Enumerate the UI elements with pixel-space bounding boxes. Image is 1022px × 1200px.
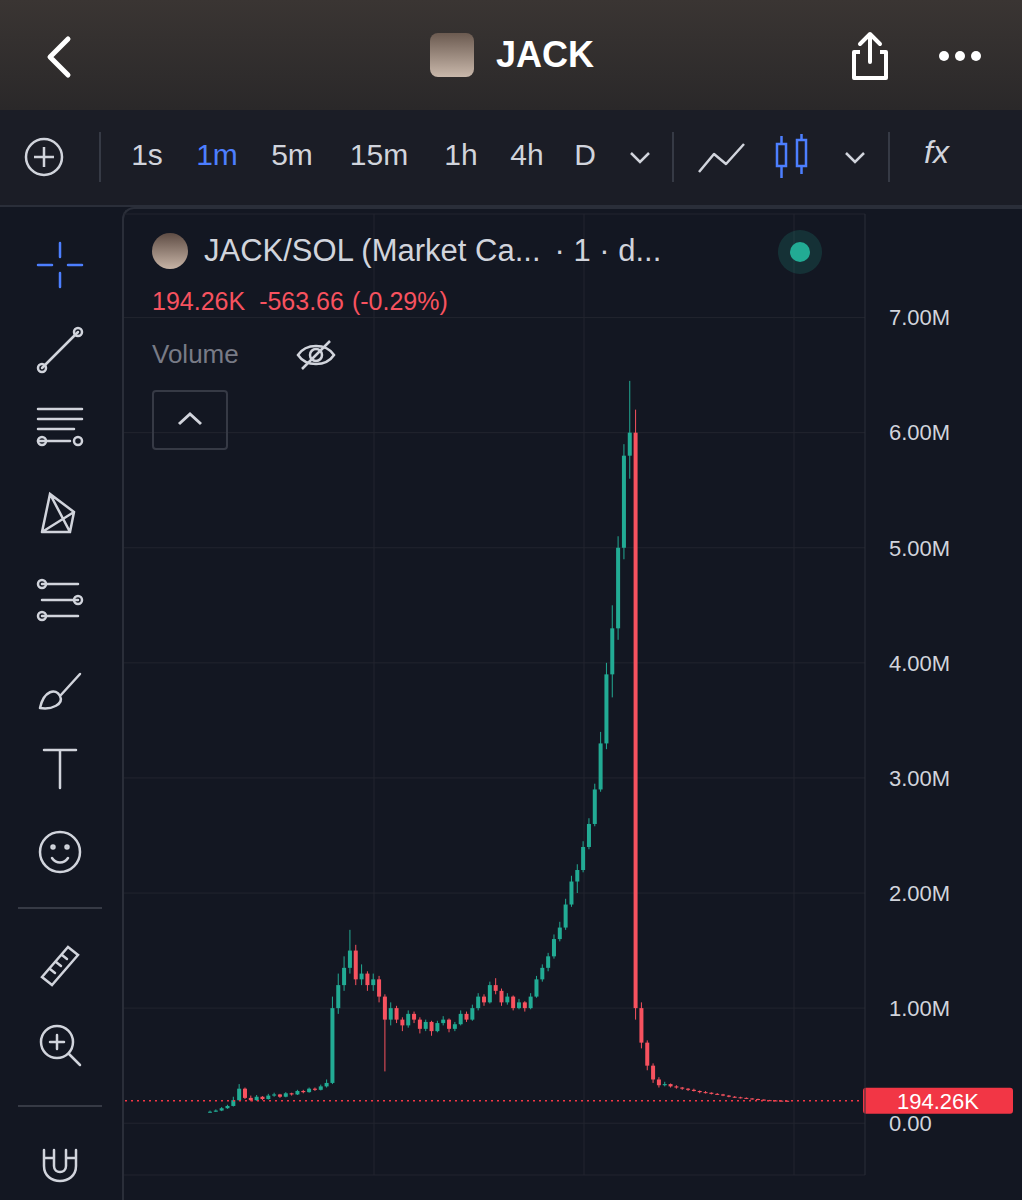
svg-text:6.00M: 6.00M — [889, 420, 950, 445]
html-text:· 1 · d...: · 1 · d... — [554, 233, 662, 268]
html-text:1s: 1s — [131, 138, 163, 171]
html-text:5m: 5m — [271, 138, 313, 171]
html-text:JACK: JACK — [496, 34, 594, 75]
html-text:15m: 15m — [349, 138, 409, 171]
html-text:D: D — [574, 138, 596, 171]
html-text:4h: 4h — [510, 138, 544, 171]
html-text:194.26K: 194.26K — [152, 287, 246, 315]
svg-text:3.00M: 3.00M — [889, 766, 950, 791]
svg-text:0.00: 0.00 — [889, 1111, 932, 1136]
html-text:fx: fx — [924, 134, 949, 170]
svg-text:194.26K: 194.26K — [897, 1089, 979, 1114]
html-text:1h: 1h — [444, 138, 478, 171]
svg-text:7.00M: 7.00M — [889, 305, 950, 330]
svg-text:4.00M: 4.00M — [889, 651, 950, 676]
html-text:JACK/SOL (Market Ca...: JACK/SOL (Market Ca... — [204, 233, 541, 268]
html-text:-563.66 (-0.29%): -563.66 (-0.29%) — [259, 287, 448, 315]
svg-text:2.00M: 2.00M — [889, 881, 950, 906]
html-text:1m: 1m — [196, 138, 238, 171]
html-text:Volume: Volume — [152, 339, 239, 369]
svg-text:5.00M: 5.00M — [889, 536, 950, 561]
svg-text:1.00M: 1.00M — [889, 996, 950, 1021]
